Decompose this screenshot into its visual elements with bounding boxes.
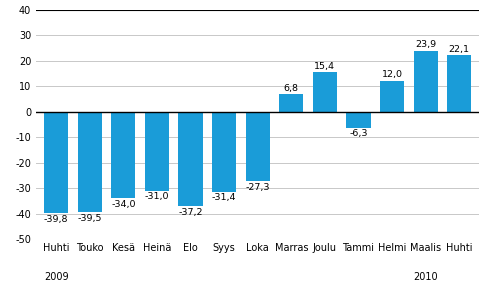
Bar xyxy=(446,55,470,112)
Text: -27,3: -27,3 xyxy=(245,183,270,192)
Text: -34,0: -34,0 xyxy=(111,200,136,209)
Bar xyxy=(245,112,269,181)
Bar xyxy=(346,112,370,127)
Text: 2009: 2009 xyxy=(44,272,68,282)
Bar xyxy=(178,112,202,206)
Text: 6,8: 6,8 xyxy=(283,84,298,93)
Text: -31,0: -31,0 xyxy=(144,192,169,201)
Bar xyxy=(111,112,135,198)
Bar xyxy=(279,94,303,112)
Bar xyxy=(312,72,336,112)
Text: -39,5: -39,5 xyxy=(77,214,102,223)
Text: 22,1: 22,1 xyxy=(448,45,469,54)
Text: 12,0: 12,0 xyxy=(381,70,402,80)
Bar xyxy=(379,81,403,112)
Text: -37,2: -37,2 xyxy=(178,208,202,217)
Text: -39,8: -39,8 xyxy=(44,214,68,224)
Bar xyxy=(413,51,437,112)
Bar xyxy=(145,112,169,190)
Text: 15,4: 15,4 xyxy=(314,62,335,71)
Bar xyxy=(77,112,102,212)
Text: -31,4: -31,4 xyxy=(212,193,236,202)
Bar xyxy=(212,112,236,192)
Text: -6,3: -6,3 xyxy=(348,129,367,138)
Text: 2010: 2010 xyxy=(412,272,437,282)
Bar xyxy=(44,112,68,213)
Text: 23,9: 23,9 xyxy=(414,40,435,49)
